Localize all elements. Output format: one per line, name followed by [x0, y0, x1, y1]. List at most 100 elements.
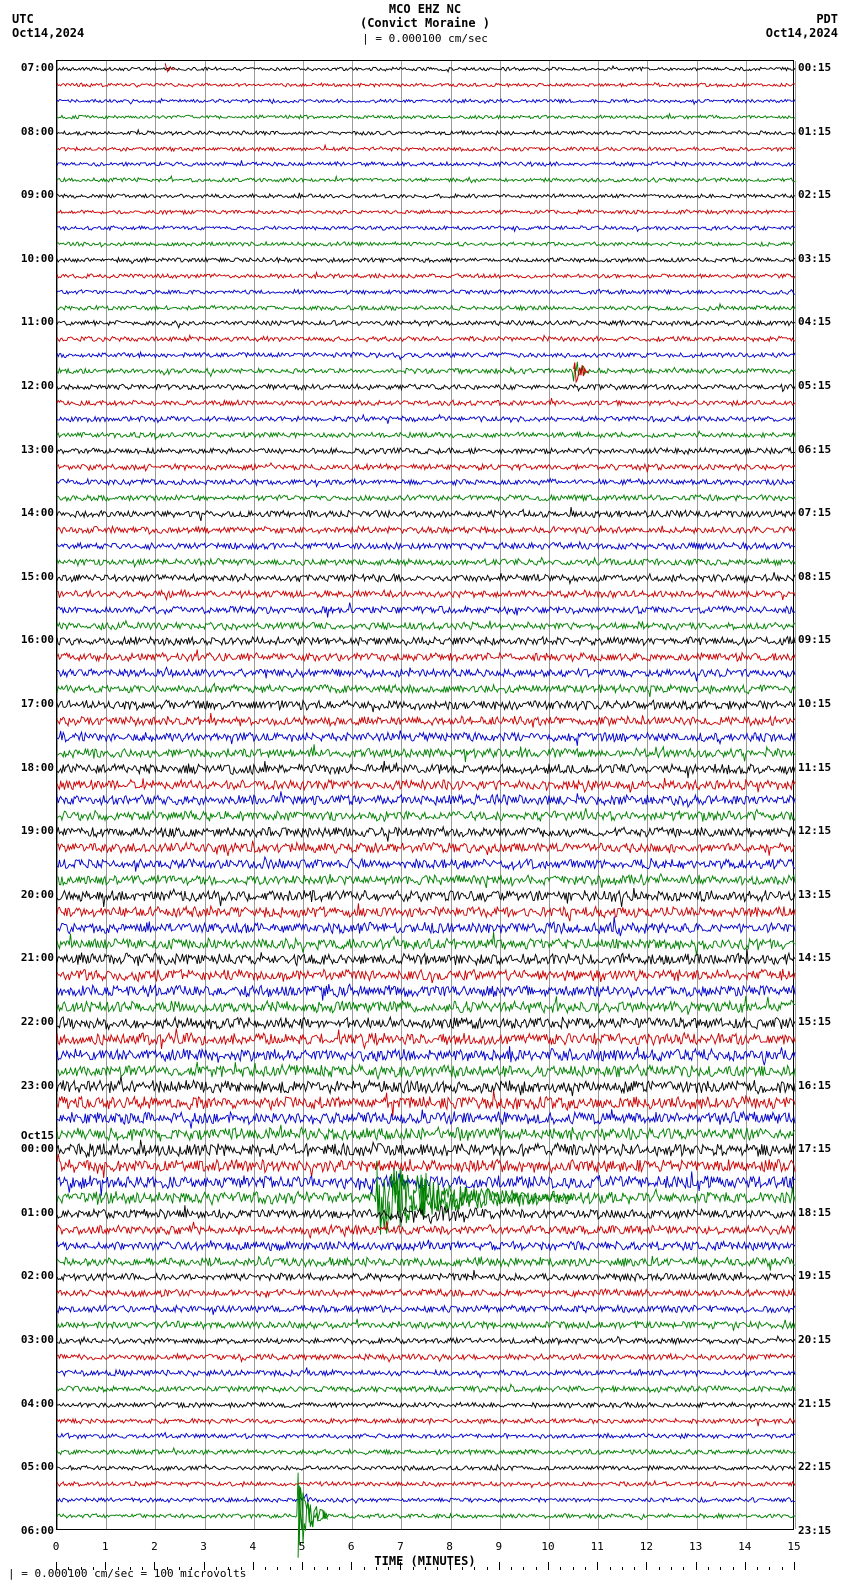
x-tick-minor — [757, 1567, 758, 1570]
y-label-left: 03:00 — [4, 1333, 54, 1346]
y-label-right: 22:15 — [798, 1460, 831, 1473]
x-tick-major — [696, 1562, 697, 1570]
y-label-right: 17:15 — [798, 1142, 831, 1155]
plot-area — [56, 60, 794, 1530]
x-tick-label: 4 — [249, 1540, 256, 1553]
y-label-right: 12:15 — [798, 824, 831, 837]
x-tick-label: 13 — [689, 1540, 702, 1553]
timezone-left: UTC — [12, 12, 34, 26]
x-tick-major — [745, 1562, 746, 1570]
x-tick-minor — [277, 1567, 278, 1570]
y-label-left: 04:00 — [4, 1397, 54, 1410]
y-label-left: 07:00 — [4, 61, 54, 74]
y-label-left: 22:00 — [4, 1015, 54, 1028]
y-label-left: 02:00 — [4, 1269, 54, 1282]
x-tick-major — [597, 1562, 598, 1570]
y-label-left: 12:00 — [4, 379, 54, 392]
x-tick-label: 15 — [787, 1540, 800, 1553]
x-tick-minor — [782, 1567, 783, 1570]
y-label-left: 20:00 — [4, 888, 54, 901]
x-tick-minor — [585, 1567, 586, 1570]
y-label-left: 14:00 — [4, 506, 54, 519]
y-label-right: 10:15 — [798, 697, 831, 710]
x-tick-label: 9 — [495, 1540, 502, 1553]
y-label-left: 06:00 — [4, 1524, 54, 1537]
y-label-right: 19:15 — [798, 1269, 831, 1282]
x-tick-minor — [733, 1567, 734, 1570]
x-tick-minor — [364, 1567, 365, 1570]
x-tick-minor — [708, 1567, 709, 1570]
x-tick-minor — [720, 1567, 721, 1570]
x-tick-minor — [265, 1567, 266, 1570]
x-tick-minor — [314, 1567, 315, 1570]
y-label-right: 23:15 — [798, 1524, 831, 1537]
x-tick-label: 10 — [541, 1540, 554, 1553]
x-tick-major — [794, 1562, 795, 1570]
y-label-left: 00:00 — [4, 1142, 54, 1155]
x-tick-minor — [659, 1567, 660, 1570]
y-label-right: 04:15 — [798, 315, 831, 328]
day-label-left: Oct15 — [4, 1129, 54, 1142]
x-tick-minor — [683, 1567, 684, 1570]
y-label-right: 11:15 — [798, 761, 831, 774]
y-label-left: 16:00 — [4, 633, 54, 646]
y-label-left: 11:00 — [4, 315, 54, 328]
x-tick-major — [499, 1562, 500, 1570]
y-label-right: 16:15 — [798, 1079, 831, 1092]
y-label-left: 05:00 — [4, 1460, 54, 1473]
seismogram-container: MCO EHZ NC (Convict Moraine ) | = 0.0001… — [0, 0, 850, 1584]
x-tick-minor — [290, 1567, 291, 1570]
y-label-left: 19:00 — [4, 824, 54, 837]
x-tick-minor — [560, 1567, 561, 1570]
y-label-right: 07:15 — [798, 506, 831, 519]
y-label-left: 23:00 — [4, 1079, 54, 1092]
y-label-right: 05:15 — [798, 379, 831, 392]
x-tick-label: 14 — [738, 1540, 751, 1553]
footer-scale: | = 0.000100 cm/sec = 100 microvolts — [8, 1567, 246, 1580]
x-tick-minor — [622, 1567, 623, 1570]
x-tick-minor — [671, 1567, 672, 1570]
x-tick-major — [548, 1562, 549, 1570]
x-tick-minor — [573, 1567, 574, 1570]
y-label-left: 17:00 — [4, 697, 54, 710]
x-tick-label: 0 — [53, 1540, 60, 1553]
y-label-right: 13:15 — [798, 888, 831, 901]
y-label-right: 20:15 — [798, 1333, 831, 1346]
y-label-left: 01:00 — [4, 1206, 54, 1219]
y-label-right: 00:15 — [798, 61, 831, 74]
x-tick-minor — [769, 1567, 770, 1570]
y-label-left: 09:00 — [4, 188, 54, 201]
y-label-left: 13:00 — [4, 443, 54, 456]
y-label-right: 06:15 — [798, 443, 831, 456]
timezone-right: PDT — [816, 12, 838, 26]
x-tick-minor — [610, 1567, 611, 1570]
x-tick-label: 8 — [446, 1540, 453, 1553]
y-label-left: 15:00 — [4, 570, 54, 583]
x-tick-label: 1 — [102, 1540, 109, 1553]
y-label-right: 14:15 — [798, 951, 831, 964]
x-tick-minor — [327, 1567, 328, 1570]
x-tick-label: 12 — [640, 1540, 653, 1553]
y-label-right: 21:15 — [798, 1397, 831, 1410]
x-tick-minor — [487, 1567, 488, 1570]
y-label-left: 08:00 — [4, 125, 54, 138]
x-tick-label: 7 — [397, 1540, 404, 1553]
x-axis: 0123456789101112131415TIME (MINUTES) — [56, 1530, 794, 1570]
x-tick-minor — [523, 1567, 524, 1570]
y-label-right: 18:15 — [798, 1206, 831, 1219]
grid-vertical — [795, 61, 796, 1529]
x-tick-label: 6 — [348, 1540, 355, 1553]
x-axis-title: TIME (MINUTES) — [374, 1554, 475, 1568]
x-tick-major — [302, 1562, 303, 1570]
x-tick-minor — [634, 1567, 635, 1570]
y-label-left: 18:00 — [4, 761, 54, 774]
y-label-left: 10:00 — [4, 252, 54, 265]
x-tick-major — [351, 1562, 352, 1570]
x-tick-label: 5 — [299, 1540, 306, 1553]
y-label-right: 02:15 — [798, 188, 831, 201]
x-tick-label: 11 — [591, 1540, 604, 1553]
x-tick-minor — [536, 1567, 537, 1570]
y-label-right: 15:15 — [798, 1015, 831, 1028]
x-tick-label: 3 — [200, 1540, 207, 1553]
y-label-right: 01:15 — [798, 125, 831, 138]
